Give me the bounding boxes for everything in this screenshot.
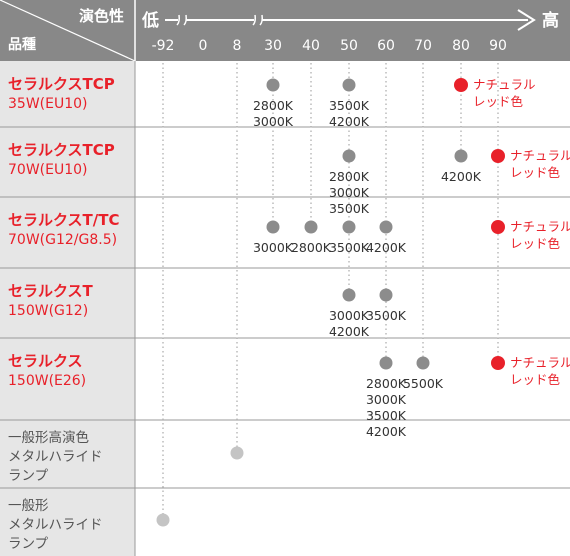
x-tick-label: 70 [414,38,432,54]
color-temp-label: 4200K [329,324,370,339]
data-point [230,446,244,460]
x-tick-label: 0 [199,38,208,54]
color-temp-label: 3500K [329,98,370,113]
natural-red-label: ナチュラル [473,77,536,92]
data-point [379,220,393,234]
data-point [304,220,318,234]
data-point [342,149,356,163]
data-point [454,78,468,92]
natural-red-label: ナチュラル [510,219,570,234]
product-wattage: 70W(EU10) [8,162,88,178]
data-point [454,149,468,163]
product-wattage: 150W(E26) [8,373,86,389]
x-tick-label: 60 [377,38,395,54]
data-point [491,220,505,234]
axis-break-2 [252,14,263,26]
data-point [266,78,280,92]
x-tick-label: -92 [152,38,175,54]
color-temp-label: 4200K [329,114,370,129]
product-name: セラルクスT/TC [8,211,120,229]
product-name: ランプ [8,468,49,484]
data-point [416,356,430,370]
x-tick-label: 30 [264,38,282,54]
color-temp-label: 2800K [291,240,332,255]
data-point [342,220,356,234]
product-name: セラルクスTCP [8,75,115,93]
color-temp-label: 4200K [366,424,407,439]
natural-red-label: ナチュラル [510,148,570,163]
color-temp-label: 4200K [441,169,482,184]
x-tick-label: 40 [302,38,320,54]
color-temp-label: 3000K [253,114,294,129]
product-name: セラルクスT [8,282,94,300]
product-column-background [0,61,135,556]
color-temp-label: 3000K [366,392,407,407]
header-diagonal-line [0,0,136,62]
data-point [156,513,170,527]
color-temp-label: 3500K [366,308,407,323]
data-point [379,356,393,370]
axis-arrowhead [517,9,536,31]
product-wattage: 150W(G12) [8,303,88,319]
color-temp-label: 3000K [253,240,294,255]
color-temp-label: 2800K [366,376,407,391]
axis-high-label: 高 [542,10,559,31]
natural-red-label: レッド色 [510,236,561,251]
natural-red-label: レッド色 [510,372,561,387]
data-point [491,356,505,370]
product-wattage: 35W(EU10) [8,96,88,112]
color-temp-label: 3500K [329,240,370,255]
product-name: メタルハライド [8,449,103,465]
product-wattage: 70W(G12/G8.5) [8,232,117,248]
color-temp-label: 3000K [329,185,370,200]
product-name: メタルハライド [8,517,103,533]
color-temp-label: 3500K [329,201,370,216]
x-tick-label: 50 [340,38,358,54]
product-name: セラルクスTCP [8,141,115,159]
color-temp-label: 3000K [329,308,370,323]
color-temp-label: 4200K [366,240,407,255]
header-product-label: 品種 [8,36,36,53]
product-name: 一般形高演色 [8,429,89,446]
color-temp-label: 3500K [366,408,407,423]
data-point [266,220,280,234]
data-point [342,78,356,92]
product-name: 一般形 [8,498,49,514]
product-name: ランプ [8,536,49,552]
header-background [0,0,570,61]
data-point [342,288,356,302]
header-property-label: 演色性 [79,7,124,25]
natural-red-label: レッド色 [510,165,561,180]
natural-red-label: レッド色 [473,94,524,109]
axis-low-label: 低 [141,10,159,31]
natural-red-label: ナチュラル [510,355,570,370]
data-point [491,149,505,163]
color-temp-label: 5500K [403,376,444,391]
product-name: セラルクス [8,352,83,370]
data-point [379,288,393,302]
x-tick-label: 8 [233,38,242,54]
axis-break-1 [176,14,187,26]
color-temp-label: 2800K [329,169,370,184]
color-temp-label: 2800K [253,98,294,113]
x-tick-label: 90 [489,38,507,54]
x-tick-label: 80 [452,38,470,54]
